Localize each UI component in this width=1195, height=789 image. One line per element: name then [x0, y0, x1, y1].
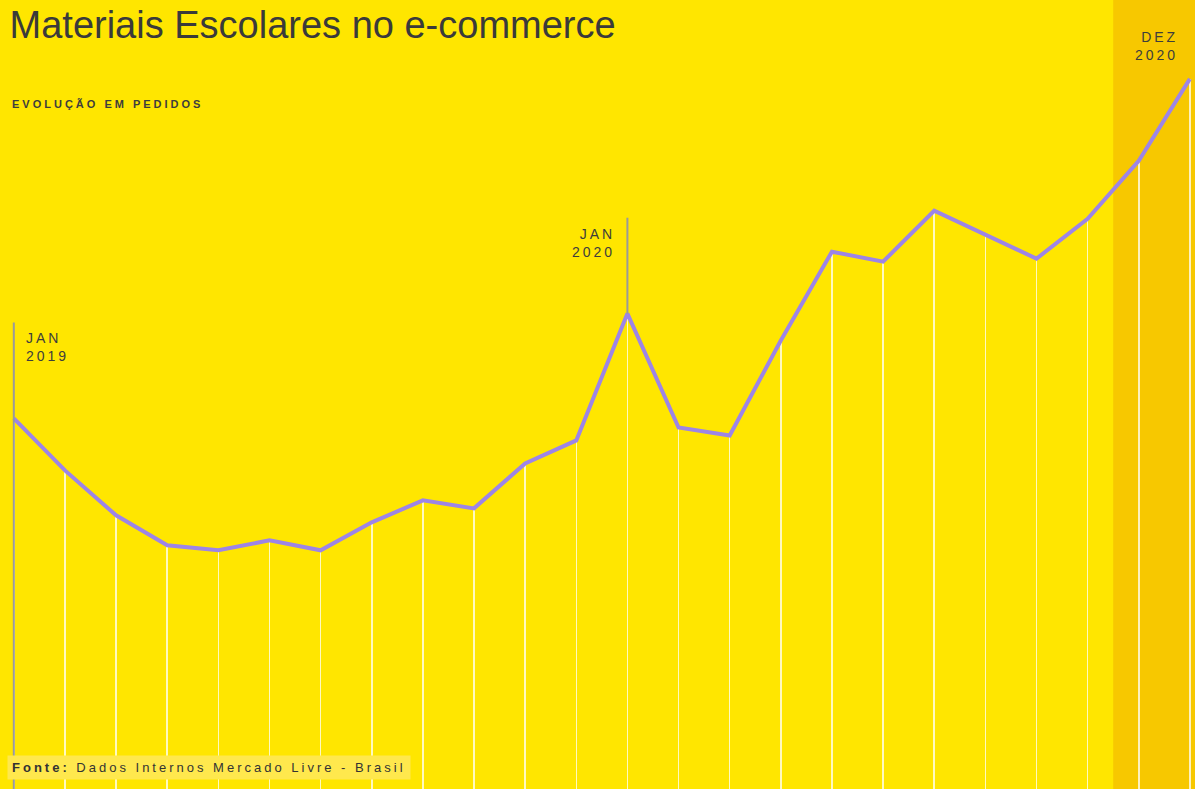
svg-text:DEZ2020: DEZ2020 [1135, 29, 1178, 63]
svg-text:JAN2019: JAN2019 [26, 330, 69, 364]
svg-text:EVOLUÇÃO EM PEDIDOS: EVOLUÇÃO EM PEDIDOS [12, 98, 203, 110]
svg-text:Fonte: Dados Internos Mercado: Fonte: Dados Internos Mercado Livre - Br… [12, 760, 406, 775]
svg-text:Materiais Escolares no e-comme: Materiais Escolares no e-commerce [10, 4, 616, 46]
svg-text:JAN2020: JAN2020 [572, 226, 615, 260]
